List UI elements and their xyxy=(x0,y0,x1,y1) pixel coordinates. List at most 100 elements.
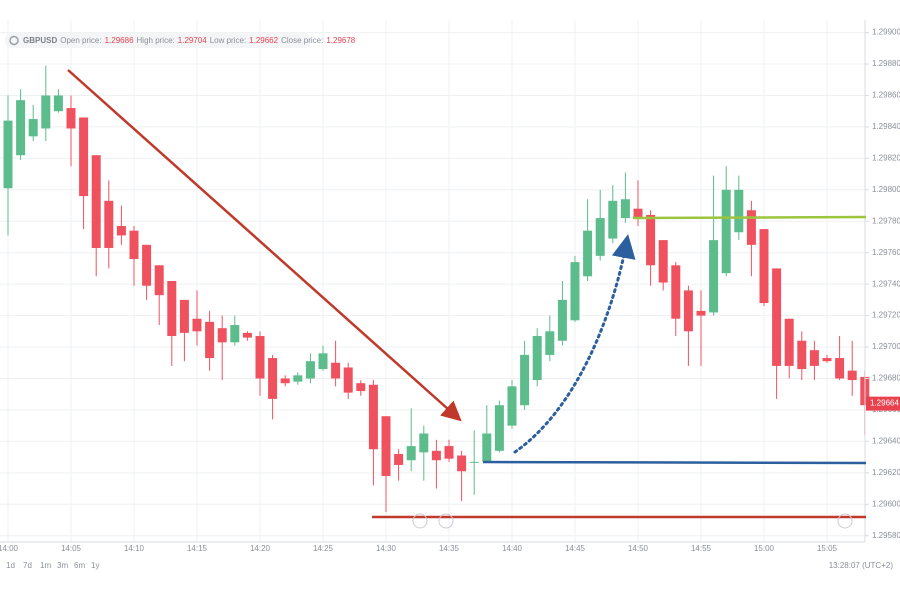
candle-body xyxy=(520,354,530,406)
candle-body xyxy=(116,225,126,236)
candle-body xyxy=(167,281,177,337)
candle-body xyxy=(683,290,693,332)
field-label: Close price: xyxy=(281,36,323,45)
candle-body xyxy=(179,299,189,333)
candle-body xyxy=(41,95,51,129)
candle-body xyxy=(583,230,593,277)
field-label: High price: xyxy=(137,36,175,45)
candle-body xyxy=(280,378,290,384)
candle-body xyxy=(255,336,265,379)
field-label: Low price: xyxy=(210,36,246,45)
candle-body xyxy=(469,461,479,463)
x-tick-label: 14:20 xyxy=(250,544,271,553)
price-info: GBPUSD Open price: 1.29686 High price: 1.297… xyxy=(23,36,356,45)
candle-body xyxy=(381,416,391,476)
y-tick-label: 1.29580 xyxy=(872,531,900,540)
range-button[interactable]: 1d xyxy=(6,561,15,570)
range-button[interactable]: 1m xyxy=(40,561,51,570)
candle-body xyxy=(835,358,845,379)
candle-body xyxy=(242,332,252,338)
x-tick-label: 14:55 xyxy=(691,544,712,553)
candle-body xyxy=(759,229,769,304)
candle-body xyxy=(331,362,341,379)
y-tick-label: 1.29880 xyxy=(872,59,900,68)
candle-body xyxy=(457,455,467,472)
field-value: 1.29678 xyxy=(326,36,355,45)
candle-body xyxy=(3,120,13,189)
candles xyxy=(3,65,870,513)
candle-body xyxy=(494,405,504,451)
range-button[interactable]: 1y xyxy=(91,561,99,570)
y-tick-label: 1.29680 xyxy=(872,374,900,383)
candle-body xyxy=(532,336,542,381)
candle-body xyxy=(154,265,164,296)
candle-body xyxy=(822,358,832,362)
candle-body xyxy=(595,218,605,256)
y-tick-label: 1.29640 xyxy=(872,436,900,445)
symbol: GBPUSD xyxy=(23,36,57,45)
x-tick-label: 14:10 xyxy=(124,544,145,553)
candle-body xyxy=(293,375,303,382)
candle-body xyxy=(217,328,227,343)
range-button[interactable]: 3m xyxy=(57,561,68,570)
trend-arrow xyxy=(67,69,462,422)
field-value: 1.29704 xyxy=(178,36,207,45)
field-label: Open price: xyxy=(60,36,101,45)
y-tick-label: 1.29900 xyxy=(872,28,900,37)
candle-body xyxy=(809,350,819,366)
x-tick-label: 14:05 xyxy=(61,544,82,553)
candle-body xyxy=(205,321,215,359)
y-tick-label: 1.29620 xyxy=(872,468,900,477)
zoom-in[interactable] xyxy=(438,513,454,529)
y-tick-label: 1.29780 xyxy=(872,216,900,225)
candle-body xyxy=(847,370,857,381)
candle-body xyxy=(507,386,517,426)
scroll-right[interactable] xyxy=(837,513,853,529)
range-button[interactable]: 7d xyxy=(23,561,32,570)
y-tick-label: 1.29800 xyxy=(872,185,900,194)
candle-body xyxy=(633,208,643,219)
x-tick-label: 14:35 xyxy=(439,544,460,553)
support-line xyxy=(482,460,867,465)
info-pill xyxy=(5,33,311,48)
candle-body xyxy=(53,95,63,112)
candle-body xyxy=(772,268,782,366)
candle-body xyxy=(620,199,630,219)
x-tick-label: 14:15 xyxy=(187,544,208,553)
x-tick-label: 14:30 xyxy=(376,544,397,553)
candle-body xyxy=(230,325,240,343)
y-tick-label: 1.29840 xyxy=(872,122,900,131)
candle-body xyxy=(192,318,202,332)
candle-body xyxy=(129,230,139,259)
footer: 1d 7d 1m 3m 6m 1y 13:28:07 (UTC+2) xyxy=(6,561,893,570)
candle-body xyxy=(671,265,681,319)
candle-body xyxy=(318,353,328,370)
field-value: 1.29686 xyxy=(105,36,134,45)
candle-body xyxy=(734,189,744,233)
candle-body xyxy=(79,117,89,197)
y-tick-label: 1.29600 xyxy=(872,499,900,508)
candle-body xyxy=(570,262,580,321)
zoom-out[interactable] xyxy=(412,513,428,529)
candle-body xyxy=(709,240,719,313)
candle-body xyxy=(784,318,794,366)
last-price-tag xyxy=(866,396,900,411)
x-tick-label: 14:00 xyxy=(0,544,19,553)
x-tick-label: 15:00 xyxy=(754,544,775,553)
y-tick-label: 1.29700 xyxy=(872,342,900,351)
candle-body xyxy=(368,384,378,450)
candle-body xyxy=(797,340,807,370)
candle-body xyxy=(721,189,731,274)
x-tick-label: 14:45 xyxy=(565,544,586,553)
candle-body xyxy=(646,214,656,266)
candle-body xyxy=(142,244,152,286)
settings-icon[interactable] xyxy=(9,35,19,46)
candle-body xyxy=(482,433,492,462)
y-tick-label: 1.29740 xyxy=(872,279,900,288)
y-tick-label: 1.29820 xyxy=(872,153,900,162)
candle-body xyxy=(305,361,315,379)
x-tick-label: 14:50 xyxy=(628,544,649,553)
candle-body xyxy=(431,450,441,461)
candle-body xyxy=(66,108,76,129)
range-button[interactable]: 6m xyxy=(74,561,85,570)
